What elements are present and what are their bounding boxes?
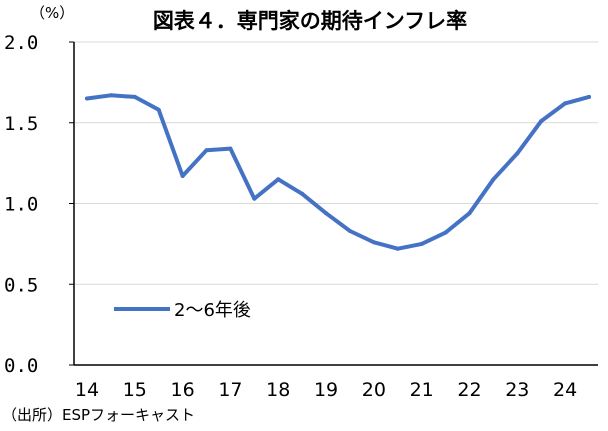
y-tick-label: 0.0 <box>4 355 38 377</box>
data-point <box>515 151 520 156</box>
data-point <box>300 191 305 196</box>
x-tick-label: 19 <box>314 379 338 401</box>
data-point <box>539 119 544 124</box>
series-layer <box>85 93 591 251</box>
y-tick-label: 2.0 <box>4 32 38 54</box>
y-axis-unit: （%） <box>30 4 74 22</box>
series-line <box>85 93 591 251</box>
x-tick-label: 14 <box>75 379 99 401</box>
data-point <box>467 211 472 216</box>
x-tick-label: 15 <box>123 379 147 401</box>
data-point <box>156 107 161 112</box>
legend-label: 2～6年後 <box>174 300 251 321</box>
y-axis-ticks: 0.0 0.5 1.0 1.5 2.0 <box>4 32 38 377</box>
data-point <box>108 93 113 98</box>
data-point <box>180 174 185 179</box>
data-point <box>85 96 89 101</box>
x-tick-label: 16 <box>171 379 195 401</box>
x-tick-label: 24 <box>553 379 577 401</box>
data-point <box>228 146 233 151</box>
y-tick-label: 0.5 <box>4 274 38 296</box>
chart-title: 図表４．専門家の期待インフレ率 <box>153 9 467 33</box>
x-tick-label: 23 <box>505 379 529 401</box>
data-point <box>419 241 424 246</box>
y-tick-label: 1.5 <box>4 113 38 135</box>
grid <box>69 41 598 366</box>
data-point <box>276 177 281 182</box>
data-point <box>132 94 137 99</box>
x-tick-label: 18 <box>266 379 290 401</box>
x-tick-label: 22 <box>457 379 481 401</box>
x-tick-label: 20 <box>362 379 386 401</box>
source-note: （出所）ESPフォーキャスト <box>2 406 195 424</box>
data-point <box>443 230 448 235</box>
legend: 2～6年後 <box>114 300 251 321</box>
x-tick-label: 17 <box>218 379 242 401</box>
data-point <box>204 148 209 153</box>
data-point <box>491 177 496 182</box>
data-point <box>324 211 329 216</box>
x-tick-label: 21 <box>410 379 434 401</box>
data-point <box>347 228 352 233</box>
data-point <box>371 240 376 245</box>
data-point <box>563 101 568 106</box>
y-tick-label: 1.0 <box>4 194 38 216</box>
data-point <box>587 94 591 99</box>
x-axis-ticks: 14 15 16 17 18 19 20 21 22 23 24 <box>75 379 577 401</box>
data-point <box>395 246 400 251</box>
data-point <box>252 196 257 201</box>
